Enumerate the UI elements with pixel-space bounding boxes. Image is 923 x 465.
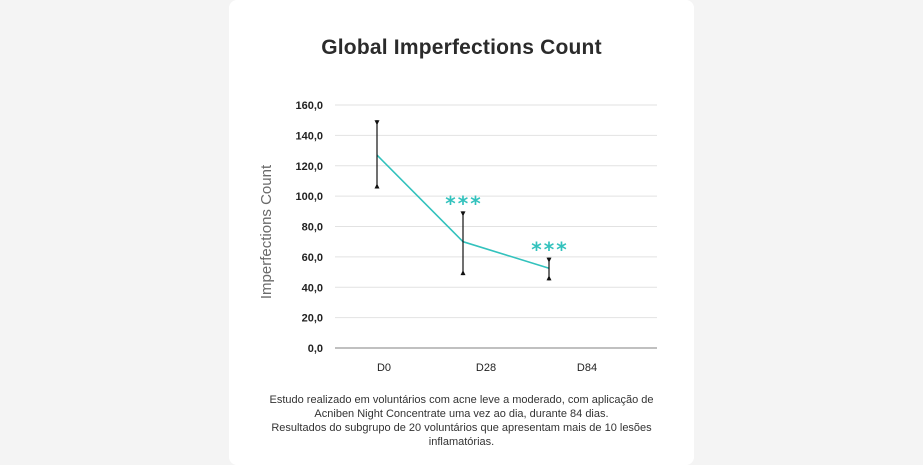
y-tick-labels: 0,0 20,0 40,0 60,0 80,0 100,0 120,0 140,0 160,0 [295,100,323,355]
x-category-label: D28 [476,362,496,374]
y-tick-label: 160,0 [295,100,323,112]
x-category-label: D0 [377,362,391,374]
grid-lines [335,104,657,349]
y-tick-label: 20,0 [302,313,323,325]
error-cap-bottom [546,275,552,281]
x-category-label: D84 [577,362,597,374]
error-bars [374,120,552,281]
error-cap-top [546,257,552,263]
y-tick-label: 60,0 [302,252,323,264]
footnote: Estudo realizado em voluntários com acne… [240,393,683,449]
error-cap-top [460,211,466,217]
y-axis-label: Imperfections Count [258,164,275,299]
chart-card [229,0,694,465]
error-cap-bottom [460,270,466,276]
chart-title: Global Imperfections Count [321,36,602,59]
error-cap-top [374,120,380,126]
footnote-line-2: Acniben Night Concentrate uma vez ao dia… [314,408,609,420]
significance-stars: *** [531,238,568,262]
significance-stars: *** [445,191,482,215]
y-tick-label: 100,0 [295,191,323,203]
y-tick-label: 40,0 [302,282,323,294]
significance-markers: *** *** [445,191,568,262]
error-cap-bottom [374,183,380,189]
y-tick-label: 80,0 [302,222,323,234]
y-tick-label: 140,0 [295,130,323,142]
y-tick-label: 0,0 [308,343,323,355]
x-category-labels: D0 D28 D84 [377,362,597,374]
y-tick-label: 120,0 [295,161,323,173]
footnote-line-4: inflamatórias. [428,436,495,448]
footnote-line-3: Resultados do subgrupo de 20 voluntários… [271,422,652,434]
footnote-line-1: Estudo realizado em voluntários com acne… [269,394,654,406]
